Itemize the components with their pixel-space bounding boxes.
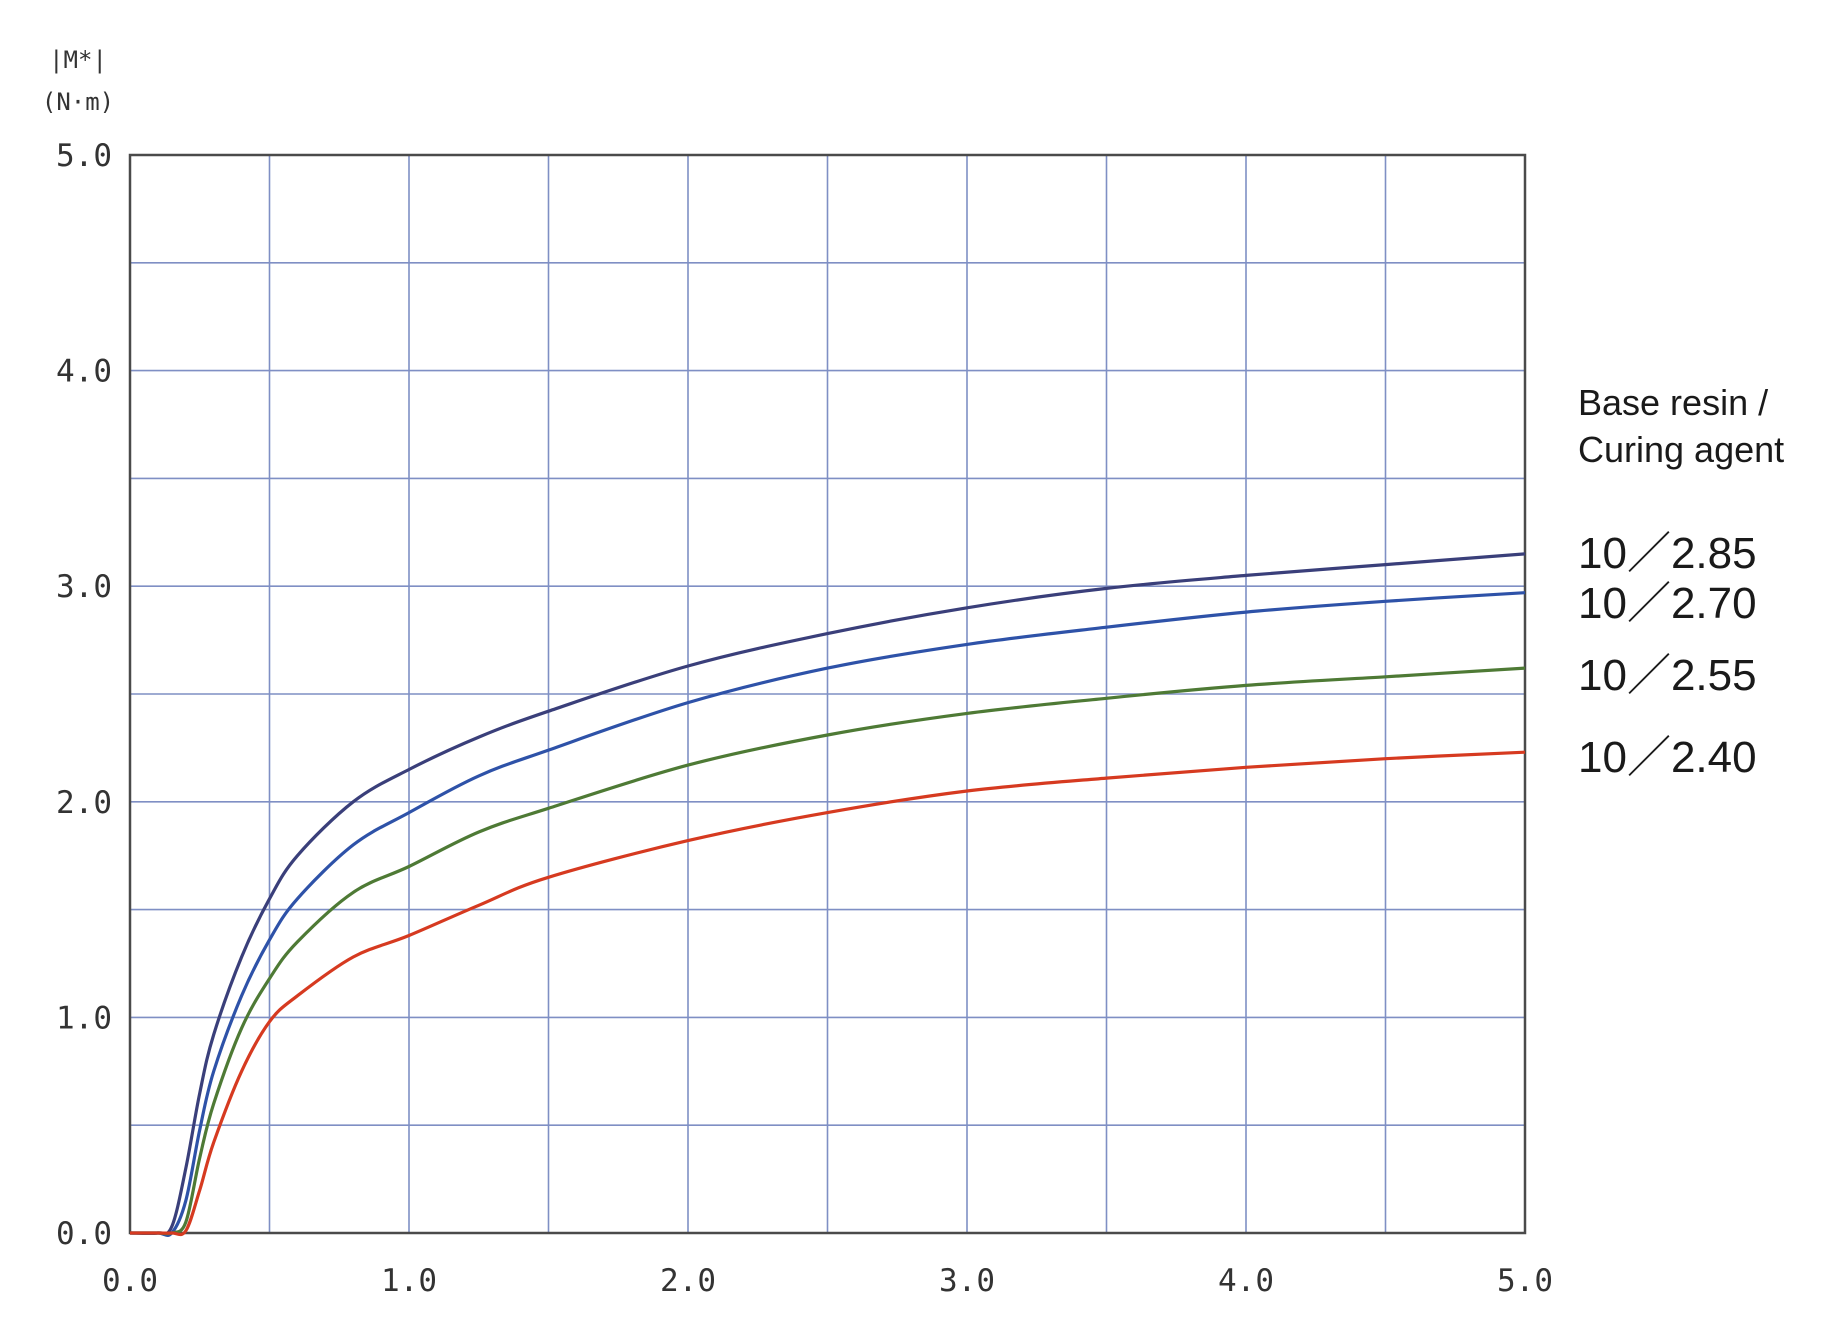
y-tick-label: 5.0 — [56, 138, 112, 174]
legend-entry-label: 10／2.70 — [1578, 579, 1757, 628]
y-tick-label: 2.0 — [56, 785, 112, 821]
series-line — [129, 591, 1526, 1237]
x-tick-label: 5.0 — [1497, 1263, 1553, 1299]
legend-entry-label: 10／2.85 — [1578, 529, 1757, 578]
y-tick-label: 0.0 — [56, 1216, 112, 1252]
series-line — [129, 666, 1526, 1236]
y-tick-label: 1.0 — [56, 1000, 112, 1036]
y-tick-label: 3.0 — [56, 569, 112, 605]
series-line — [129, 552, 1526, 1236]
x-tick-label: 3.0 — [939, 1263, 995, 1299]
x-tick-label: 2.0 — [660, 1263, 716, 1299]
y-axis-label-line1: |M*| — [49, 46, 107, 74]
x-tick-label: 1.0 — [381, 1263, 437, 1299]
legend-title-line2: Curing agent — [1578, 429, 1784, 470]
x-axis-ticks: 0.0 1.0 2.0 3.0 4.0 5.0 — [102, 1263, 1553, 1299]
legend-entry-label: 10／2.40 — [1578, 733, 1757, 782]
series-line — [129, 750, 1526, 1237]
legend-entry-label: 10／2.55 — [1578, 651, 1757, 700]
y-tick-label: 4.0 — [56, 354, 112, 390]
legend-title-line1: Base resin / — [1578, 382, 1768, 423]
grid-lines — [130, 155, 1525, 1233]
series-lines — [129, 552, 1526, 1237]
x-tick-label: 4.0 — [1218, 1263, 1274, 1299]
y-axis-ticks: 0.0 1.0 2.0 3.0 4.0 5.0 — [56, 138, 112, 1252]
x-tick-label: 0.0 — [102, 1263, 158, 1299]
y-axis-label-line2: (N·m) — [42, 88, 114, 116]
plot-frame — [128, 153, 1527, 1235]
